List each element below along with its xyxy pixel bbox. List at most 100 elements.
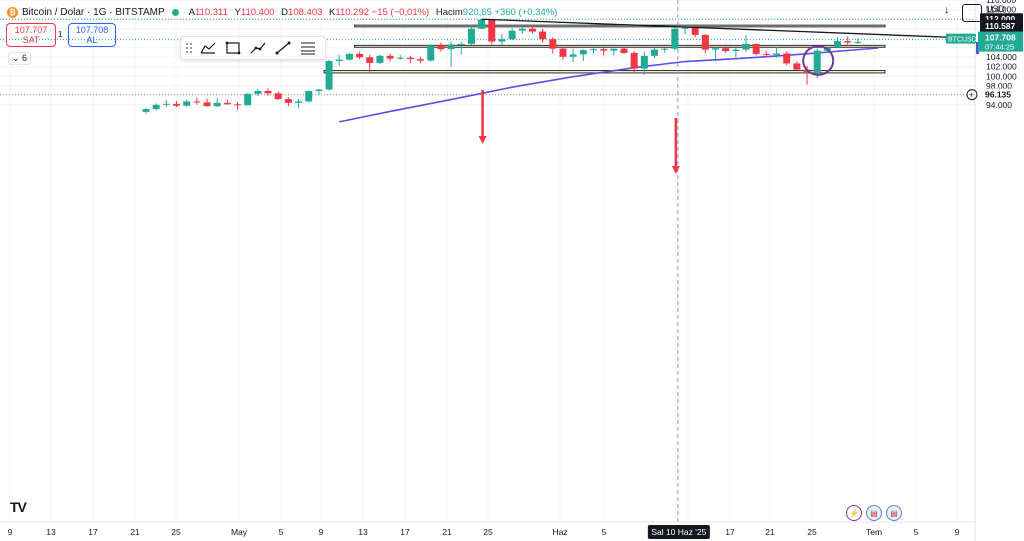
fib-tool-icon[interactable] <box>297 39 319 57</box>
candle-body[interactable] <box>203 102 211 107</box>
trendline-path[interactable] <box>481 18 976 39</box>
candle-body[interactable] <box>183 101 191 106</box>
candle-body[interactable] <box>569 54 577 57</box>
candle-body[interactable] <box>651 49 658 56</box>
candle-body[interactable] <box>600 49 608 51</box>
trendline-tool-icon[interactable] <box>272 39 294 57</box>
candle-body[interactable] <box>539 31 547 40</box>
candle-body[interactable] <box>773 53 781 55</box>
candle-body[interactable] <box>447 44 455 50</box>
us-flag-icon-2[interactable]: ▤ <box>886 505 902 521</box>
us-flag-icon[interactable]: ▤ <box>866 505 882 521</box>
candle-body[interactable] <box>223 102 231 105</box>
candle-body[interactable] <box>173 103 181 106</box>
indicators-toggle[interactable]: ⌄ 6 <box>8 52 32 65</box>
price-axis[interactable]: 118.000116.000114.000112.000110.000108.0… <box>946 0 1024 541</box>
candle-body[interactable] <box>396 57 404 59</box>
candle-body[interactable] <box>427 45 435 61</box>
candle-body[interactable] <box>325 61 333 90</box>
candle-body[interactable] <box>376 55 384 63</box>
time-axis[interactable]: 913172125May5913172125Haz513172125Tem59S… <box>0 521 975 539</box>
sell-button[interactable]: 107.707 SAT <box>6 23 56 47</box>
candle-body[interactable] <box>518 28 526 31</box>
lightning-icon[interactable]: ⚡ <box>846 505 862 521</box>
pattern-tool-icon[interactable] <box>197 39 219 57</box>
candle-body[interactable] <box>661 48 669 50</box>
candle-body[interactable] <box>152 104 160 110</box>
screenshot-icon[interactable] <box>962 4 982 22</box>
candle-body[interactable] <box>244 93 252 106</box>
candle-body[interactable] <box>366 57 374 63</box>
candle-body[interactable] <box>732 49 740 52</box>
candle-body[interactable] <box>295 101 303 103</box>
candle-body[interactable] <box>854 42 862 44</box>
candle-body[interactable] <box>722 48 730 52</box>
candle-body[interactable] <box>264 90 272 94</box>
candle-body[interactable] <box>508 30 516 40</box>
candle-body[interactable] <box>549 39 557 49</box>
candle-body[interactable] <box>559 48 567 57</box>
candle-body[interactable] <box>437 45 445 50</box>
candle-body[interactable] <box>579 50 587 55</box>
candle-body[interactable] <box>844 41 852 43</box>
candle-body[interactable] <box>691 27 699 35</box>
candle-body[interactable] <box>528 28 536 32</box>
candle-body[interactable] <box>335 59 343 62</box>
candle-body[interactable] <box>620 48 628 53</box>
price-zone[interactable] <box>354 44 886 48</box>
candle-body[interactable] <box>762 53 770 55</box>
candle-body[interactable] <box>478 19 486 29</box>
candle-body[interactable] <box>254 90 262 94</box>
candle-body[interactable] <box>274 93 282 100</box>
candle-body[interactable] <box>305 90 313 102</box>
candle-body[interactable] <box>793 63 801 70</box>
candle-body[interactable] <box>142 109 150 112</box>
candle-body[interactable] <box>640 55 648 69</box>
candle-body[interactable] <box>457 43 465 45</box>
path-tool-icon[interactable] <box>247 39 269 57</box>
candle-body[interactable] <box>783 53 791 64</box>
candle-body[interactable] <box>630 52 638 69</box>
candle-body[interactable] <box>681 27 689 29</box>
price-zone[interactable] <box>354 24 886 28</box>
drag-handle-icon[interactable] <box>184 41 194 55</box>
highlight-ellipse[interactable] <box>802 45 835 76</box>
drawing-toolbar[interactable] <box>180 36 326 60</box>
buy-button[interactable]: 107.708 AL <box>68 23 116 47</box>
candle-body[interactable] <box>406 57 414 60</box>
currency-selector[interactable]: USD <box>986 4 1006 14</box>
candle-body[interactable] <box>498 39 506 42</box>
candle-body[interactable] <box>671 28 679 49</box>
symbol-title[interactable]: Bitcoin / Dolar · 1G · BITSTAMP <box>22 6 165 18</box>
candle-body[interactable] <box>193 101 201 103</box>
candle-body[interactable] <box>742 43 750 50</box>
candle-body[interactable] <box>610 48 618 51</box>
download-icon[interactable]: ↓ <box>944 4 950 16</box>
candlesticks[interactable] <box>142 19 862 114</box>
candle-body[interactable] <box>162 103 170 105</box>
candle-body[interactable] <box>488 19 496 42</box>
candle-body[interactable] <box>701 34 709 50</box>
candle-body[interactable] <box>284 99 292 103</box>
support-resistance-zones[interactable] <box>323 24 886 74</box>
candle-body[interactable] <box>834 41 842 48</box>
candle-body[interactable] <box>315 89 323 91</box>
candle-body[interactable] <box>234 104 242 106</box>
annotation-arrows[interactable] <box>478 90 680 174</box>
candle-body[interactable] <box>589 49 597 51</box>
rectangle-tool-icon[interactable] <box>222 39 244 57</box>
tradingview-logo[interactable]: TV <box>10 499 27 515</box>
annotation-ellipse[interactable] <box>802 45 835 76</box>
candle-body[interactable] <box>752 43 760 54</box>
candle-body[interactable] <box>467 28 475 44</box>
candle-body[interactable] <box>356 53 364 58</box>
candle-body[interactable] <box>213 102 221 107</box>
candle-body[interactable] <box>712 48 720 50</box>
candle-body[interactable] <box>345 53 353 60</box>
add-alert-icon[interactable] <box>966 89 978 101</box>
candle-body[interactable] <box>386 55 394 59</box>
trendline[interactable] <box>481 18 976 39</box>
candle-body[interactable] <box>417 59 425 61</box>
candle-body[interactable] <box>813 50 821 72</box>
